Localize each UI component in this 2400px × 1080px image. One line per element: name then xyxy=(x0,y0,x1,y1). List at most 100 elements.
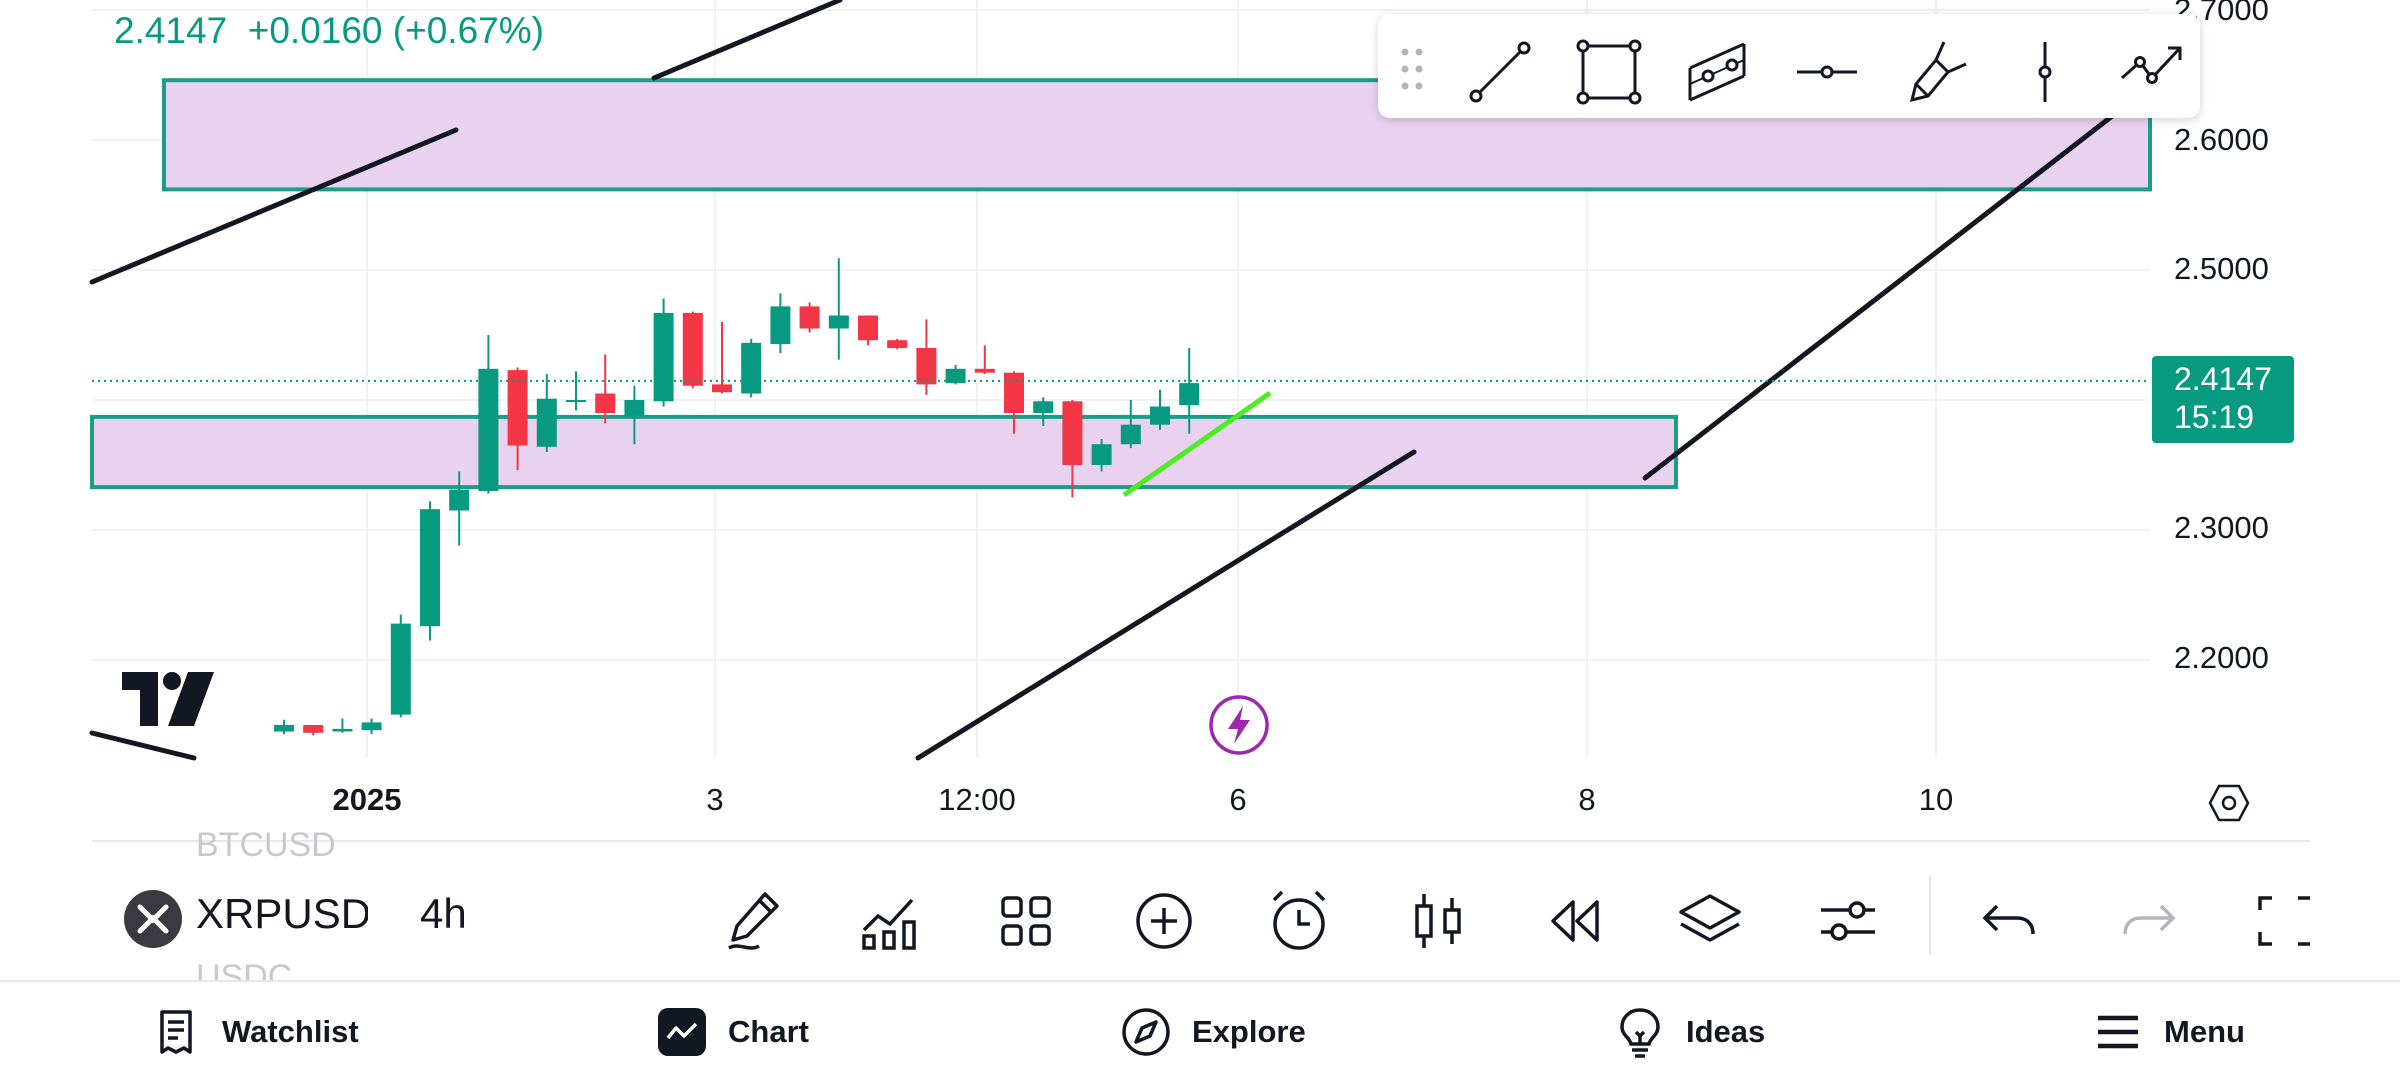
tradingview-logo-icon xyxy=(122,672,214,726)
candle-body xyxy=(536,398,557,447)
support-trend-line xyxy=(1122,390,1272,498)
candle-body xyxy=(1179,383,1200,406)
time-label: 12:00 xyxy=(938,782,1016,817)
candle-body xyxy=(887,340,908,348)
zones[interactable] xyxy=(90,78,2152,490)
time-label: 10 xyxy=(1918,782,1954,817)
lightbulb-icon xyxy=(1620,1008,1660,1058)
trend-line xyxy=(89,730,197,761)
symbol-selector[interactable]: XRPUSD xyxy=(196,890,368,937)
nav-chart-label: Chart xyxy=(728,1014,809,1049)
horizontal-ray-icon[interactable] xyxy=(1793,38,1861,106)
bottom-nav: Watchlist Chart Explore Ideas xyxy=(0,980,2400,1080)
candle-body xyxy=(828,315,849,329)
replay-icon[interactable] xyxy=(1539,886,1609,956)
candle-body xyxy=(1004,372,1024,413)
candle-body xyxy=(770,306,791,345)
toolbar-divider xyxy=(1929,876,1931,954)
watchlist-icon xyxy=(160,1010,192,1054)
quote-price: 2.4147 xyxy=(114,10,228,51)
interval-selector[interactable]: 4h xyxy=(420,890,467,937)
candle-body xyxy=(974,368,995,373)
trend-line-icon[interactable] xyxy=(1466,38,1534,106)
trend-line xyxy=(915,449,1417,761)
candle-body xyxy=(1062,401,1083,465)
zone-rectangle xyxy=(90,414,1678,490)
candle-body xyxy=(741,342,762,394)
trend-line xyxy=(1642,107,2123,481)
nav-watchlist-label: Watchlist xyxy=(222,1014,359,1049)
drawings[interactable] xyxy=(89,0,2123,761)
parallel-channel-icon[interactable] xyxy=(1684,38,1752,106)
alarm-clock-icon[interactable] xyxy=(1264,886,1334,956)
current-price-tag: 2.4147 15:19 xyxy=(2152,356,2294,443)
next-symbol[interactable]: USDC xyxy=(196,958,293,980)
vertical-line-icon[interactable] xyxy=(2011,38,2079,106)
candle-body xyxy=(799,306,820,329)
chart-canvas[interactable] xyxy=(0,0,2400,840)
candle-body xyxy=(449,489,470,511)
candles-icon[interactable] xyxy=(1403,886,1473,956)
candle-body xyxy=(1091,444,1112,465)
compass-icon xyxy=(1122,1008,1170,1056)
nav-chart[interactable]: Chart xyxy=(656,1004,809,1060)
candle-body xyxy=(945,368,966,384)
xrp-logo-icon xyxy=(124,890,182,948)
layouts-grid-icon[interactable] xyxy=(991,886,1061,956)
candle-body xyxy=(682,312,703,386)
chart-settings-icon[interactable] xyxy=(2208,782,2250,824)
candles xyxy=(274,258,1200,736)
price-quote: 2.4147 +0.0160 (+0.67%) xyxy=(114,10,544,52)
indicators-icon[interactable] xyxy=(854,886,924,956)
candle-body xyxy=(303,725,324,733)
fullscreen-icon[interactable] xyxy=(2250,886,2310,956)
candle-body xyxy=(1033,401,1054,413)
time-label: 6 xyxy=(1229,782,1247,817)
nav-menu-label: Menu xyxy=(2164,1014,2245,1049)
time-label: 3 xyxy=(706,782,724,817)
candle-body xyxy=(1150,406,1170,425)
drag-handle-icon[interactable] xyxy=(1398,44,1426,94)
prev-symbol[interactable]: BTCUSD xyxy=(196,826,336,864)
undo-icon[interactable] xyxy=(1975,886,2045,956)
chart-icon xyxy=(658,1008,706,1056)
bar-countdown: 15:19 xyxy=(2174,399,2255,435)
candle-body xyxy=(507,370,528,446)
brush-icon[interactable] xyxy=(1902,38,1970,106)
candle-body xyxy=(566,400,586,402)
trend-line xyxy=(651,0,843,81)
rectangle-icon[interactable] xyxy=(1575,38,1643,106)
settings-sliders-icon[interactable] xyxy=(1813,886,1883,956)
nav-ideas[interactable]: Ideas xyxy=(1614,1004,1765,1060)
drawing-toolbar xyxy=(1378,14,2200,118)
nav-watchlist[interactable]: Watchlist xyxy=(150,1004,359,1060)
candle-body xyxy=(624,400,645,416)
candle-body xyxy=(916,348,937,385)
chart-divider xyxy=(92,840,2310,842)
candle-body xyxy=(420,509,440,627)
price-label: 2.5000 xyxy=(2174,251,2269,286)
current-price-value: 2.4147 xyxy=(2174,361,2272,397)
nav-explore[interactable]: Explore xyxy=(1120,1004,1306,1060)
add-plus-icon[interactable] xyxy=(1129,886,1199,956)
layers-icon[interactable] xyxy=(1675,886,1745,956)
candle-body xyxy=(332,728,353,732)
candle-body xyxy=(390,623,411,715)
price-label: 2.6000 xyxy=(2174,122,2269,157)
time-label: 2025 xyxy=(332,782,402,817)
trend-line xyxy=(89,127,459,285)
candle-body xyxy=(712,384,732,393)
pencil-draw-icon[interactable] xyxy=(719,886,789,956)
candle-body xyxy=(653,312,674,402)
candle-body xyxy=(478,368,499,491)
nav-menu[interactable]: Menu xyxy=(2092,1004,2245,1060)
quote-change: +0.0160 xyxy=(247,10,383,51)
redo-icon[interactable] xyxy=(2113,886,2183,956)
events-bolt-icon[interactable] xyxy=(1208,694,1270,756)
nav-explore-label: Explore xyxy=(1192,1014,1306,1049)
time-label: 8 xyxy=(1578,782,1596,817)
candle-body xyxy=(274,725,294,732)
price-label: 2.3000 xyxy=(2174,510,2269,545)
path-icon[interactable] xyxy=(2118,38,2186,106)
chart-toolbar: XRPUSD 4h xyxy=(0,868,2310,964)
